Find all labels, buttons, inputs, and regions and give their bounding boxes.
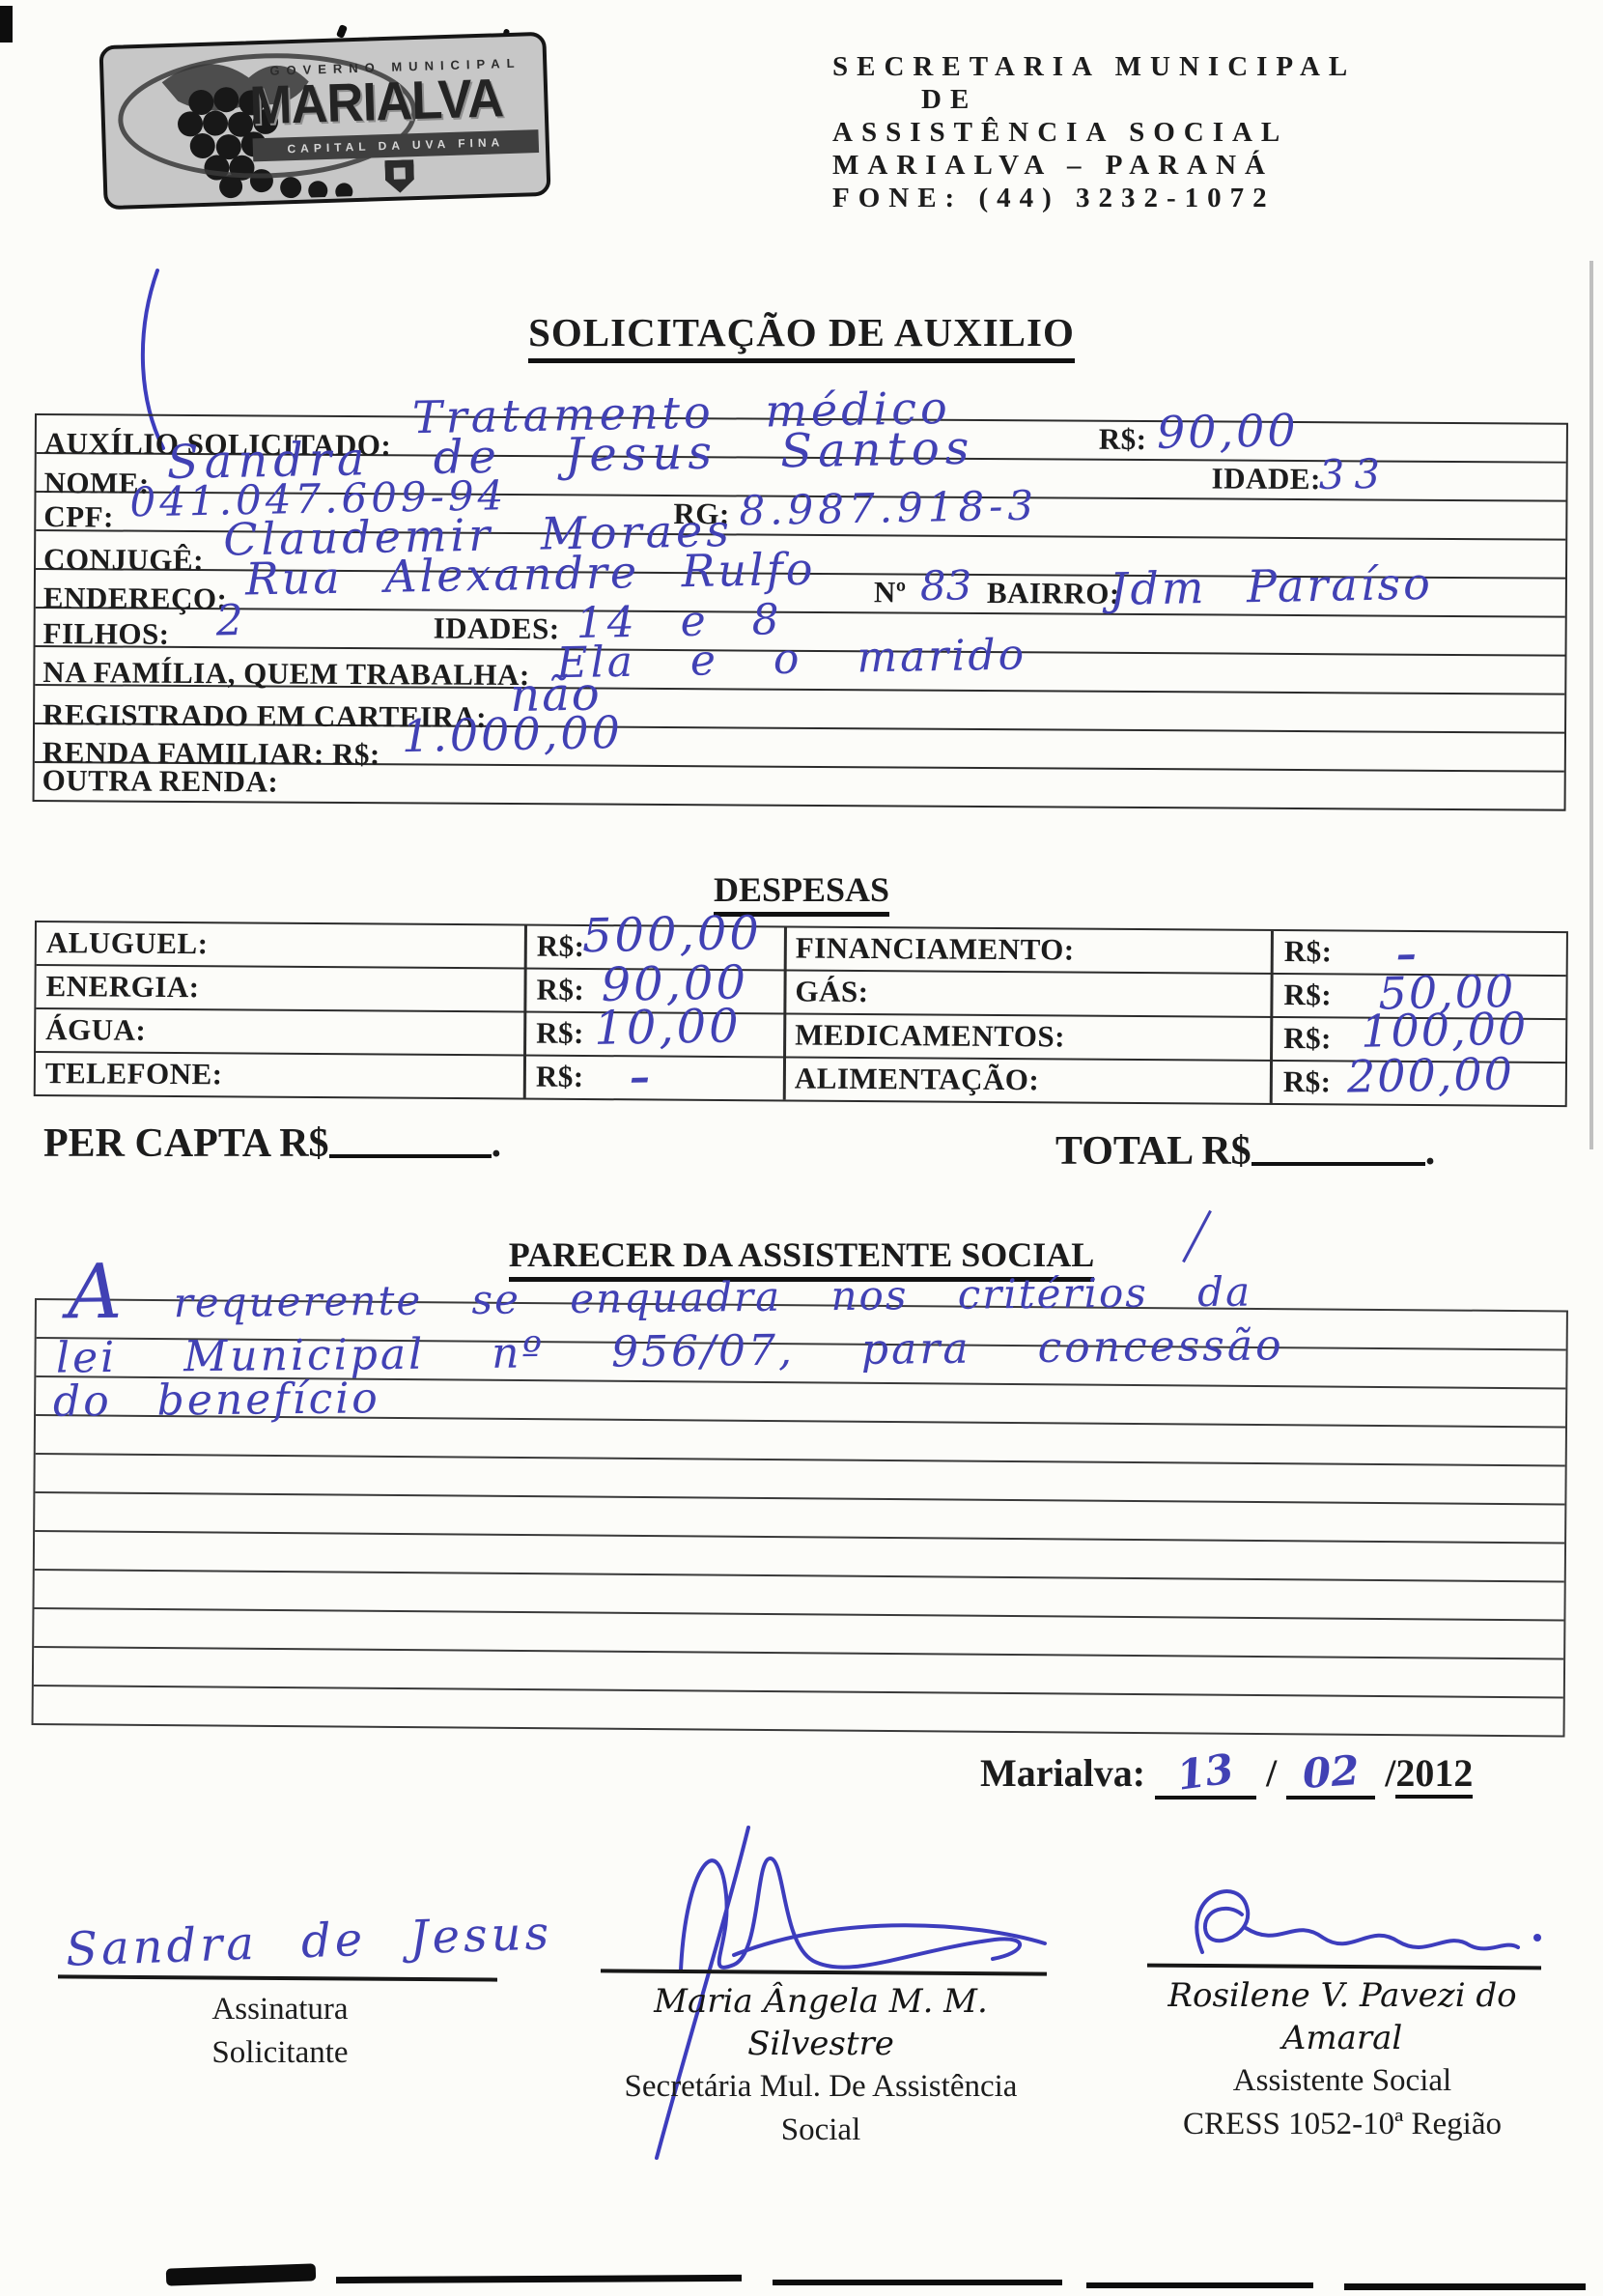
parecer-text-handwritten: do benefício — [52, 1374, 381, 1427]
per-capta-line: PER CAPTA R$. — [43, 1120, 501, 1167]
scan-artifact — [335, 23, 349, 40]
date-day-slot: 13 — [1155, 1744, 1257, 1800]
despesas-table: ALUGUEL: R$: 500,00 FINANCIAMENTO: R$: –… — [33, 906, 1568, 1108]
rs-label: R$: — [1098, 421, 1147, 457]
rs-label: R$: — [1283, 934, 1333, 969]
bairro-label: BAIRRO: — [986, 576, 1120, 610]
signature-solicitante-handwritten: Sandra de Jesus — [65, 1906, 554, 1977]
scan-artifact — [1589, 261, 1593, 1149]
scan-artifact — [165, 2263, 317, 2286]
idade-label: IDADE: — [1211, 461, 1321, 496]
despesa-value-handwritten: 200,00 — [1346, 1047, 1515, 1103]
rs-value-handwritten: 90,00 — [1156, 404, 1300, 459]
despesa-value-handwritten: 10,00 — [593, 999, 743, 1056]
rs-label: R$: — [536, 1015, 585, 1050]
total-label: TOTAL R$ — [1055, 1129, 1251, 1174]
signature-caption: Assistente Social — [1232, 2063, 1452, 2098]
total-blank — [1251, 1162, 1425, 1166]
signature-block-assistente: Rosilene V. Pavezi do Amaral Assistente … — [1111, 1974, 1574, 2146]
date-year: 2012 — [1395, 1751, 1474, 1799]
scan-artifact — [1086, 2282, 1313, 2288]
org-header: SECRETARIA MUNICIPAL DE ASSISTÊNCIA SOCI… — [832, 50, 1586, 214]
rs-label: R$: — [536, 928, 585, 963]
rs-label: R$: — [1282, 1064, 1332, 1099]
despesa-label: FINANCIAMENTO: — [795, 930, 1075, 967]
date-separator: / — [1385, 1751, 1396, 1795]
date-line: Marialva: 13 / 02 /2012 — [980, 1744, 1474, 1800]
signature-assistente-scribble — [1195, 1889, 1541, 1954]
numero-value-handwritten: 83 — [919, 561, 972, 610]
per-capta-blank — [328, 1154, 492, 1158]
despesas-title: DESPESAS — [0, 869, 1603, 917]
despesa-label: ÁGUA: — [45, 1012, 147, 1047]
scan-artifact — [0, 6, 13, 43]
total-line: TOTAL R$. — [1055, 1128, 1435, 1175]
signature-caption: Social — [780, 2112, 861, 2147]
grapes-illustration — [118, 53, 417, 201]
bairro-value-handwritten: Jdm Paraíso — [1109, 556, 1434, 615]
despesa-label: ENERGIA: — [45, 969, 200, 1005]
signature-caption: Assinatura — [211, 1992, 349, 2027]
signature-caption: Solicitante — [211, 2035, 349, 2070]
despesa-label: MEDICAMENTOS: — [795, 1017, 1066, 1054]
org-line: FONE: (44) 3232-1072 — [832, 183, 1276, 213]
pen-flourish — [140, 269, 165, 450]
idade-value-handwritten: 33 — [1318, 449, 1391, 499]
despesa-label: GÁS: — [795, 974, 869, 1009]
despesas-title-text: DESPESAS — [713, 869, 890, 917]
rs-label: R$: — [1283, 1021, 1333, 1056]
request-form-table: AUXÍLIO SOLICITADO: Tratamento médico R$… — [32, 382, 1568, 811]
signature-caption: CRESS 1052-10ª Região — [1183, 2107, 1502, 2141]
date-month-slot: 02 — [1286, 1746, 1376, 1800]
period: . — [491, 1121, 502, 1166]
date-month-handwritten: 02 — [1301, 1746, 1362, 1798]
despesa-value-handwritten: 100,00 — [1360, 1002, 1529, 1058]
scan-artifact — [773, 2280, 1062, 2285]
org-line: SECRETARIA MUNICIPAL — [832, 51, 1357, 82]
signature-block-solicitante: Assinatura Solicitante — [116, 1988, 444, 2075]
despesa-value-handwritten: 500,00 — [581, 905, 763, 964]
parecer-title: PARECER DA ASSISTENTE SOCIAL — [0, 1234, 1603, 1282]
date-separator: / — [1266, 1751, 1278, 1795]
parecer-text-handwritten: lei Municipal nº 956/07, para concessão — [55, 1320, 1284, 1383]
date-day-handwritten: 13 — [1174, 1744, 1237, 1800]
org-line: MARIALVA – PARANÁ — [832, 150, 1274, 181]
logo-marialva: GOVERNO MUNICIPAL MARIALVA CAPITAL DA UV… — [98, 31, 551, 211]
rs-label: R$: — [536, 972, 585, 1006]
despesa-label: ALIMENTAÇÃO: — [794, 1061, 1040, 1097]
idades-label: IDADES: — [433, 610, 560, 646]
scan-artifact — [1344, 2283, 1586, 2290]
scan-artifact — [335, 2274, 743, 2284]
date-city-label: Marialva: — [980, 1751, 1146, 1795]
rs-label: R$: — [1283, 978, 1333, 1012]
rs-label: R$: — [535, 1059, 584, 1093]
signature-name: Rosilene V. Pavezi do Amaral — [1167, 1976, 1517, 2057]
signature-block-secretaria: Maria Ângela M. M. Silvestre Secretária … — [579, 1980, 1062, 2152]
parecer-text-handwritten: A requerente se enquadra nos critérios d… — [67, 1248, 1252, 1337]
despesa-value-handwritten: – — [629, 1053, 651, 1101]
renda-value-handwritten: 1.000,00 — [401, 705, 624, 763]
period: . — [1424, 1129, 1436, 1174]
outra-renda-label: OUTRA RENDA: — [42, 763, 279, 799]
numero-label: Nº — [873, 575, 907, 609]
signature-name: Maria Ângela M. M. Silvestre — [654, 1982, 988, 2063]
logo-city-text: MARIALVA — [248, 67, 504, 136]
rg-value-handwritten: 8.987.918-3 — [738, 481, 1039, 535]
org-line: DE — [921, 84, 978, 115]
cpf-label: CPF: — [43, 499, 115, 534]
despesa-label: ALUGUEL: — [45, 925, 209, 961]
page-title: SOLICITAÇÃO DE AUXILIO — [0, 309, 1603, 363]
trabalha-value-handwritten: Ela e o marido — [556, 630, 1027, 689]
signature-secretaria-scribble — [655, 1826, 1047, 2160]
page-title-text: SOLICITAÇÃO DE AUXILIO — [528, 309, 1075, 363]
per-capta-label: PER CAPTA R$ — [43, 1121, 329, 1166]
signature-line — [57, 1974, 498, 1982]
org-line: ASSISTÊNCIA SOCIAL — [832, 117, 1289, 148]
despesa-label: TELEFONE: — [44, 1056, 223, 1091]
signature-caption: Secretária Mul. De Assistência — [624, 2069, 1018, 2104]
parecer-title-text: PARECER DA ASSISTENTE SOCIAL — [508, 1234, 1095, 1282]
endereco-value-handwritten: Rua Alexandre Rulfo — [244, 542, 816, 606]
filhos-value-handwritten: 2 — [215, 595, 244, 646]
